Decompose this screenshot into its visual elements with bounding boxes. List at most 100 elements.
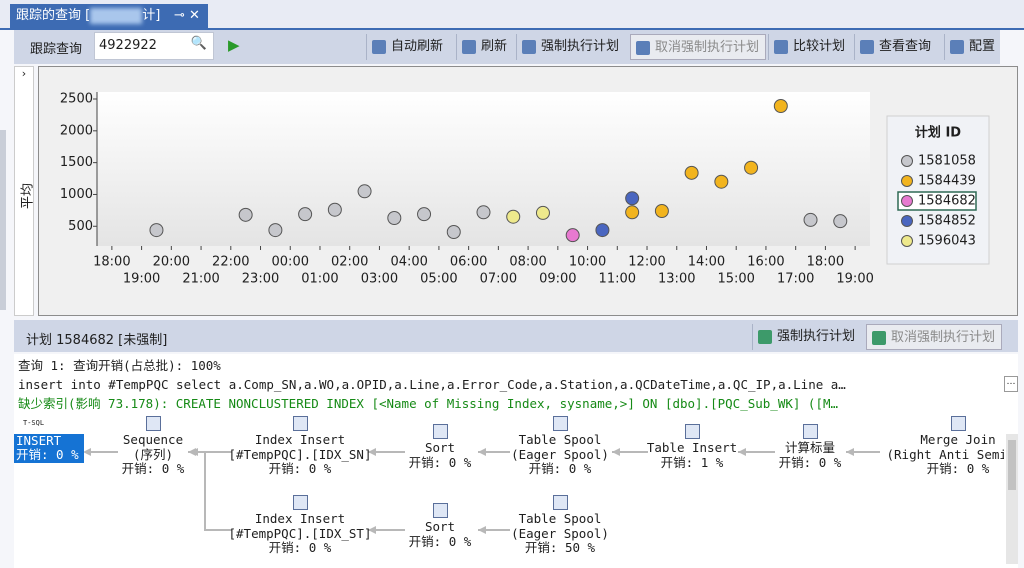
chart: 平均 计划 ID 500 1000 1500 2000 2500 18:00 19:00 20… — [21, 92, 990, 287]
point[interactable] — [357, 184, 372, 199]
node-icon — [950, 416, 966, 431]
tab[interactable]: 跟踪的查询 [计] ⊸ ✕ — [10, 4, 208, 28]
button-label: 自动刷新 — [391, 39, 444, 54]
toolbar-button[interactable]: 比较计划 — [768, 34, 851, 60]
legend-marker — [901, 215, 913, 227]
point[interactable] — [714, 174, 729, 189]
point[interactable] — [535, 205, 550, 220]
plan-node[interactable]: Table Spool (Eager Spool) 开销: 0 % — [485, 416, 635, 477]
toolbar-button[interactable]: 取消强制执行计划 — [630, 34, 767, 60]
point[interactable] — [744, 160, 759, 175]
x-tick-label: 18:00 — [93, 255, 130, 270]
toolbar-button[interactable]: 强制执行计划 — [516, 34, 625, 60]
plan-node[interactable]: Sort 开销: 0 % — [365, 424, 515, 470]
x-tick-label: 03:00 — [361, 272, 398, 287]
x-tick-label: 05:00 — [420, 272, 457, 287]
x-tick-label: 21:00 — [182, 272, 219, 287]
plan-node[interactable]: Sequence (序列) 开销: 0 % — [78, 416, 228, 477]
plan-button[interactable]: 强制执行计划 — [752, 324, 861, 350]
node-name: Table Spool — [518, 511, 602, 526]
plan-button[interactable]: 取消强制执行计划 — [866, 324, 1003, 350]
point[interactable] — [417, 207, 432, 222]
x-tick-label: 12:00 — [628, 255, 665, 270]
plan-node[interactable]: Sort 开销: 0 % — [365, 503, 515, 549]
plan-node[interactable]: Table Spool (Eager Spool) 开销: 50 % — [485, 495, 635, 556]
point[interactable] — [476, 205, 491, 220]
point[interactable] — [625, 205, 640, 220]
point[interactable] — [387, 211, 402, 225]
point[interactable] — [833, 214, 848, 229]
node-badge: T-SQL — [23, 419, 45, 427]
legend-label[interactable]: 1596043 — [918, 234, 976, 249]
y-tick-label: 2500 — [60, 92, 93, 107]
point[interactable] — [803, 212, 818, 227]
point[interactable] — [268, 223, 283, 238]
point[interactable] — [595, 223, 610, 238]
button-label: 配置 — [969, 39, 996, 54]
point[interactable] — [506, 209, 521, 224]
plan-node[interactable]: Table Insert 开销: 1 % — [617, 424, 767, 470]
plan-node[interactable]: Merge Join(Right Anti Semi J…开销: 0 % — [883, 416, 1004, 477]
legend-label[interactable]: 1581058 — [918, 154, 976, 169]
node-detail: (Right Anti Semi J… — [886, 446, 1005, 462]
node-selected: INSERT 开销: 0 % — [14, 433, 84, 463]
node-cost: 开销: 0 % — [121, 461, 185, 476]
node-detail: (序列) — [132, 446, 174, 462]
plan-node[interactable]: Index Insert [#TempPQC].[IDX_SN] 开销: 0 % — [225, 416, 375, 477]
point[interactable] — [446, 225, 461, 239]
plan-node[interactable]: Index Insert [#TempPQC].[IDX_ST] 开销: 0 % — [225, 495, 375, 556]
missing-index[interactable]: 缺少索引(影响 73.178): CREATE NONCLUSTERED IND… — [18, 396, 839, 411]
point[interactable] — [327, 202, 342, 217]
run-button[interactable]: ▶ — [228, 36, 240, 54]
node-cost: 开销: 0 % — [778, 454, 842, 470]
plot-area — [97, 92, 870, 246]
node-icon — [145, 416, 161, 431]
plan-node[interactable]: 计算标量 开销: 0 % — [735, 424, 885, 470]
button-icon — [860, 40, 874, 54]
query-id: 4922922 — [99, 38, 157, 53]
y-tick-label: 500 — [68, 219, 93, 234]
plan-node[interactable]: T-SQL INSERT 开销: 0 % — [14, 416, 123, 463]
point[interactable] — [149, 223, 164, 238]
toolbar-button[interactable]: 查看查询 — [854, 34, 937, 60]
x-tick-label: 09:00 — [539, 272, 576, 287]
toolbar-button[interactable]: 自动刷新 — [366, 34, 449, 60]
button-label: 查看查询 — [879, 39, 932, 54]
legend-title: 计划 ID — [915, 125, 961, 141]
node-icon — [432, 503, 448, 518]
node-cost: 开销: 0 % — [16, 447, 79, 462]
point[interactable] — [565, 228, 580, 243]
legend-label[interactable]: 1584439 — [918, 174, 976, 189]
query-input[interactable]: 4922922 🔍 — [94, 32, 214, 60]
x-tick-label: 23:00 — [242, 272, 279, 287]
x-tick-label: 19:00 — [123, 272, 160, 287]
query-cost: 查询 1: 查询开销(占总批): 100% — [18, 358, 221, 373]
point[interactable] — [298, 207, 313, 222]
point[interactable] — [625, 191, 640, 206]
node-name: Table Spool — [518, 432, 602, 447]
toolbar: 跟踪查询 4922922 🔍 ▶ 自动刷新 刷新 强制执行计划 取消强制执行计划 比较计划… — [14, 30, 1000, 64]
plan-arrows — [83, 448, 880, 534]
y-tick-label: 1500 — [60, 155, 93, 170]
legend-label[interactable]: 1584682 — [918, 194, 976, 209]
x-tick-label: 07:00 — [480, 272, 517, 287]
node-name: Sort — [424, 440, 456, 455]
point[interactable] — [684, 165, 699, 180]
y-tick-label: 2000 — [60, 123, 93, 138]
node-name: Sort — [424, 519, 456, 534]
toolbar-button[interactable]: 配置 — [944, 34, 1001, 60]
toolbar-button[interactable]: 刷新 — [456, 34, 513, 60]
legend-marker — [901, 175, 913, 187]
point[interactable] — [654, 204, 669, 218]
collapse-strip[interactable]: › — [14, 66, 34, 316]
point[interactable] — [238, 207, 253, 222]
expand[interactable]: … — [1004, 376, 1018, 392]
tab-title: 跟踪的查询 [ — [16, 8, 91, 23]
x-tick-label: 19:00 — [836, 272, 873, 287]
point[interactable] — [773, 99, 788, 113]
x-tick-label: 13:00 — [658, 272, 695, 287]
x-tick-label: 00:00 — [272, 255, 309, 270]
legend-label[interactable]: 1584852 — [918, 214, 976, 229]
node-name: Table Insert — [646, 440, 738, 455]
node-name: Merge Join — [920, 432, 996, 447]
